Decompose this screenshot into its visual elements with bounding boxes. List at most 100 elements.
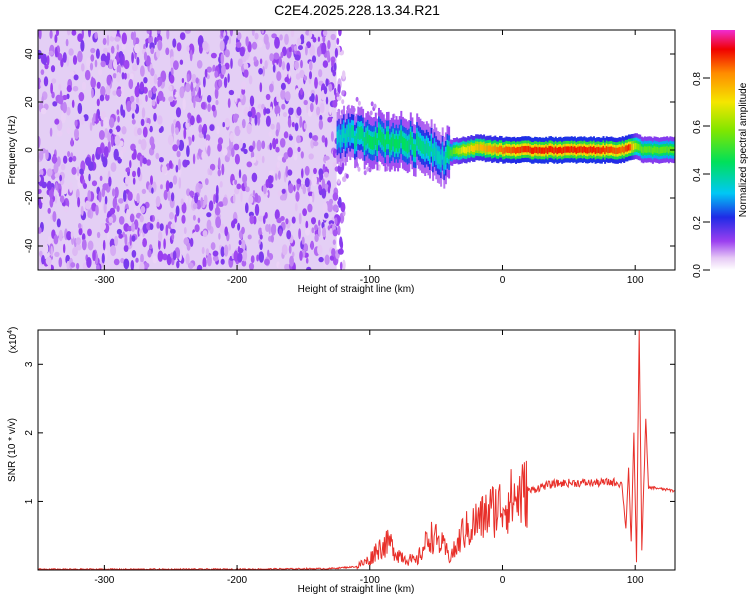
- noise-blob: [270, 234, 274, 243]
- ridge-cell: [526, 146, 529, 153]
- noise-blob: [120, 54, 123, 67]
- spectrogram-y-label: Frequency (Hz): [7, 116, 18, 185]
- noise-blob: [269, 106, 273, 113]
- noise-blob: [217, 137, 224, 145]
- noise-blob: [224, 62, 230, 70]
- noise-blob: [153, 73, 158, 85]
- noise-blob: [211, 104, 216, 112]
- noise-blob: [121, 72, 125, 80]
- ridge-cell: [661, 146, 664, 154]
- ridge-cell: [457, 148, 460, 155]
- noise-blob: [190, 81, 194, 93]
- noise-blob: [52, 211, 57, 223]
- ridge-cell: [456, 147, 458, 154]
- ridge-cell: [468, 146, 471, 153]
- ridge-cell: [336, 131, 339, 145]
- noise-blob: [182, 247, 185, 254]
- noise-blob: [337, 83, 341, 95]
- noise-blob: [172, 38, 177, 48]
- y-tick-label: -20: [24, 190, 35, 205]
- noise-blob: [319, 173, 324, 181]
- noise-blob: [142, 157, 147, 165]
- noise-blob: [267, 189, 270, 199]
- noise-blob: [279, 138, 286, 148]
- ridge-cell: [473, 145, 476, 152]
- noise-blob: [81, 239, 87, 251]
- noise-blob: [85, 200, 90, 210]
- ridge-cell: [518, 147, 521, 154]
- noise-blob: [148, 74, 155, 86]
- ridge-cell: [613, 147, 616, 154]
- noise-blob: [189, 115, 195, 126]
- noise-blob: [264, 258, 270, 266]
- noise-blob: [143, 77, 148, 84]
- noise-blob: [168, 181, 173, 189]
- noise-blob: [38, 150, 44, 161]
- ridge-cell: [605, 146, 608, 153]
- noise-blob: [245, 36, 249, 47]
- noise-blob: [75, 172, 82, 181]
- noise-blob: [297, 146, 301, 153]
- noise-blob: [116, 109, 120, 115]
- noise-blob: [156, 49, 160, 59]
- noise-blob: [54, 46, 58, 58]
- noise-blob: [241, 260, 247, 267]
- noise-blob: [280, 89, 286, 100]
- noise-blob: [62, 155, 68, 164]
- noise-blob: [99, 94, 105, 102]
- ridge-cell: [548, 146, 551, 153]
- ridge-cell: [494, 145, 497, 152]
- noise-blob: [166, 30, 170, 40]
- noise-blob: [237, 247, 244, 254]
- ridge-cell: [403, 138, 406, 151]
- noise-blob: [149, 125, 153, 133]
- noise-blob: [296, 37, 302, 46]
- noise-blob: [56, 130, 63, 137]
- noise-blob: [66, 106, 71, 116]
- ridge-cell: [659, 147, 662, 154]
- ridge-cell: [397, 139, 400, 152]
- ridge-cell: [530, 147, 533, 154]
- noise-blob: [185, 159, 190, 166]
- noise-blob: [261, 155, 265, 164]
- noise-blob: [295, 88, 299, 95]
- noise-blob: [302, 184, 307, 195]
- noise-blob: [56, 30, 59, 36]
- noise-blob: [328, 220, 335, 226]
- ridge-cell: [478, 144, 481, 151]
- noise-blob: [192, 214, 196, 221]
- noise-blob: [85, 156, 91, 166]
- ridge-cell: [508, 146, 511, 153]
- noise-blob: [216, 202, 219, 214]
- noise-blob: [58, 188, 62, 197]
- noise-blob: [261, 30, 265, 34]
- ridge-cell: [398, 135, 401, 149]
- noise-blob: [92, 250, 96, 262]
- noise-blob: [182, 98, 186, 111]
- noise-blob: [151, 142, 156, 150]
- noise-blob: [276, 113, 280, 123]
- noise-blob: [112, 73, 117, 79]
- ridge-cell: [639, 144, 642, 151]
- noise-blob: [227, 98, 231, 109]
- noise-blob: [321, 188, 327, 199]
- noise-blob: [287, 169, 293, 176]
- ridge-cell: [553, 147, 556, 154]
- ridge-cell: [371, 137, 374, 150]
- noise-blob: [328, 198, 334, 205]
- noise-blob: [95, 112, 98, 125]
- ridge-cell: [581, 146, 584, 154]
- noise-blob: [270, 123, 275, 130]
- noise-blob: [104, 248, 108, 261]
- noise-blob: [224, 117, 230, 128]
- noise-blob: [38, 227, 42, 234]
- noise-blob: [116, 44, 120, 51]
- noise-blob: [175, 205, 180, 217]
- x-tick-label: -200: [227, 275, 247, 286]
- noise-blob: [95, 253, 99, 265]
- noise-blob: [186, 145, 190, 158]
- noise-blob: [303, 75, 308, 81]
- noise-blob: [189, 190, 195, 197]
- noise-blob: [78, 223, 82, 229]
- noise-blob: [140, 253, 144, 264]
